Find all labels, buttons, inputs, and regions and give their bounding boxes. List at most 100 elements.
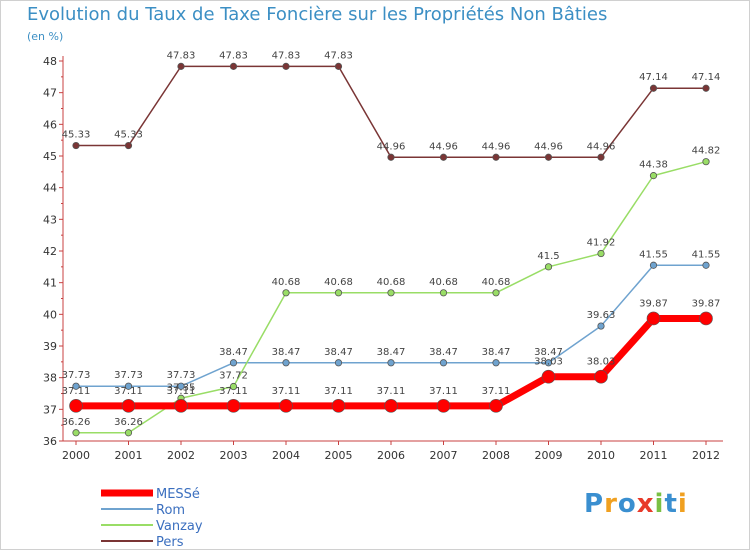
- y-tick-label: 39: [43, 340, 57, 353]
- x-tick-label: 2002: [167, 449, 195, 462]
- data-point: [229, 359, 238, 367]
- data-point: [702, 158, 710, 166]
- data-point: [436, 399, 451, 413]
- x-tick-label: 2009: [535, 449, 563, 462]
- logo-letter: x: [636, 489, 655, 519]
- data-label: 47.83: [324, 50, 353, 61]
- y-tick-label: 48: [43, 55, 57, 68]
- data-label: 47.14: [692, 72, 721, 83]
- data-point: [69, 399, 83, 413]
- y-tick-label: 37: [43, 403, 57, 416]
- data-label: 37.11: [272, 386, 301, 397]
- data-point: [544, 359, 553, 367]
- data-point: [597, 153, 605, 161]
- y-tick-label: 40: [43, 308, 57, 321]
- logo-letter: r: [604, 489, 618, 519]
- y-tick-label: 47: [43, 87, 57, 100]
- data-label: 45.33: [62, 130, 91, 141]
- data-label: 37.11: [62, 386, 91, 397]
- legend-label: MESSé: [156, 487, 200, 502]
- y-tick-label: 41: [43, 277, 57, 290]
- x-tick-label: 2008: [482, 449, 510, 462]
- legend-label: Vanzay: [156, 519, 203, 534]
- data-point: [279, 399, 293, 413]
- data-point: [699, 311, 713, 326]
- data-label: 37.11: [219, 386, 248, 397]
- x-tick-label: 2012: [692, 449, 720, 462]
- data-point: [121, 399, 136, 413]
- x-tick-label: 2004: [272, 449, 300, 462]
- x-tick-label: 2011: [640, 449, 668, 462]
- data-point: [124, 141, 133, 150]
- logo-letter: t: [664, 489, 678, 519]
- data-label: 40.68: [377, 277, 406, 288]
- chart-title: Evolution du Taux de Taxe Foncière sur l…: [27, 4, 608, 25]
- data-label: 38.47: [219, 347, 248, 358]
- data-label: 41.55: [639, 249, 668, 260]
- data-label: 37.73: [114, 370, 143, 381]
- data-label: 47.83: [272, 50, 301, 61]
- data-label: 38.47: [324, 347, 353, 358]
- data-label: 38.03: [587, 357, 616, 368]
- data-point: [124, 382, 133, 390]
- data-point: [492, 359, 500, 367]
- data-label: 47.14: [639, 72, 668, 83]
- x-tick-label: 2006: [377, 449, 405, 462]
- data-label: 44.82: [692, 146, 721, 157]
- data-point: [226, 399, 241, 413]
- y-tick-label: 44: [43, 182, 57, 195]
- x-tick-label: 2010: [587, 449, 615, 462]
- data-point: [439, 359, 448, 367]
- data-point: [334, 289, 343, 297]
- data-label: 47.83: [167, 50, 196, 61]
- data-point: [597, 322, 605, 330]
- data-label: 44.96: [534, 141, 563, 152]
- data-label: 47.83: [219, 50, 248, 61]
- logo-letter: P: [584, 489, 605, 519]
- data-label: 39.63: [587, 310, 616, 321]
- data-label: 37.11: [482, 386, 511, 397]
- data-point: [649, 84, 658, 92]
- data-label: 37.11: [114, 386, 143, 397]
- data-label: 37.73: [62, 370, 91, 381]
- logo-letter: i: [677, 489, 688, 519]
- y-tick-label: 38: [43, 372, 57, 385]
- y-tick-label: 36: [43, 435, 57, 448]
- data-label: 40.68: [272, 277, 301, 288]
- data-label: 38.47: [272, 347, 301, 358]
- data-point: [649, 261, 658, 269]
- legend-label: Rom: [156, 503, 185, 518]
- data-label: 41.5: [537, 251, 559, 262]
- data-point: [541, 369, 556, 384]
- data-point: [282, 289, 290, 297]
- data-point: [439, 289, 448, 297]
- data-point: [702, 261, 710, 269]
- data-point: [492, 153, 500, 161]
- data-point: [489, 399, 503, 413]
- data-label: 39.87: [692, 298, 721, 309]
- data-point: [544, 263, 553, 271]
- data-point: [439, 153, 448, 161]
- data-point: [544, 153, 553, 161]
- proxiti-logo: Proxiti: [584, 489, 688, 519]
- data-point: [331, 399, 346, 413]
- data-label: 37.11: [324, 386, 353, 397]
- data-point: [72, 429, 80, 437]
- logo-letter: i: [654, 489, 665, 519]
- y-tick-label: 42: [43, 245, 57, 258]
- data-point: [124, 429, 133, 437]
- data-point: [229, 62, 238, 70]
- y-tick-label: 46: [43, 118, 57, 131]
- data-point: [646, 311, 661, 326]
- data-point: [387, 359, 395, 367]
- data-label: 39.87: [639, 298, 668, 309]
- data-point: [649, 172, 658, 180]
- x-tick-label: 2007: [430, 449, 458, 462]
- y-axis-unit: (en %): [27, 30, 64, 43]
- data-point: [702, 84, 710, 92]
- data-label: 36.26: [114, 417, 143, 428]
- x-tick-label: 2005: [325, 449, 353, 462]
- data-label: 45.33: [114, 130, 143, 141]
- data-point: [334, 62, 343, 70]
